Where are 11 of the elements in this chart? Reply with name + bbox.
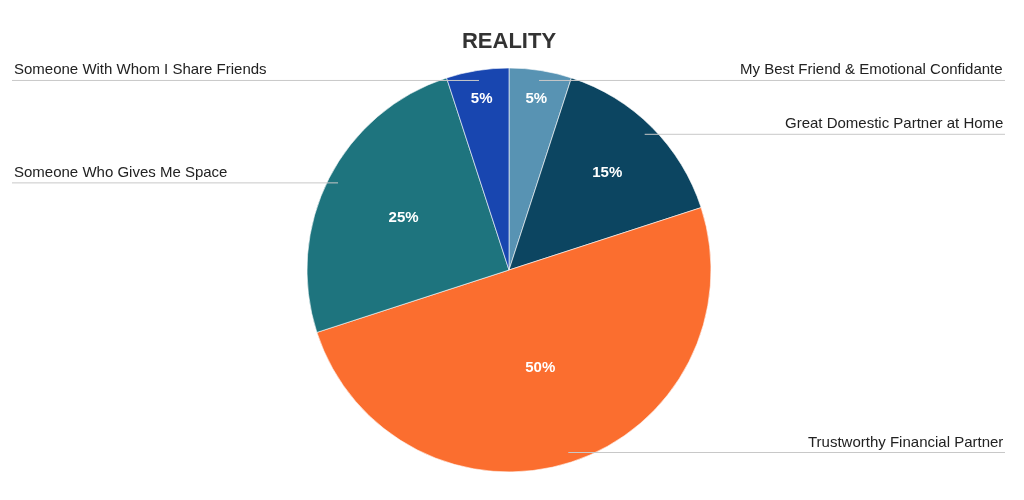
- slice-label: My Best Friend & Emotional Confidante: [740, 60, 1003, 77]
- data-label: 5%: [525, 88, 548, 106]
- data-label: 5%: [470, 88, 493, 106]
- slice-label: Trustworthy Financial Partner: [808, 433, 1004, 450]
- slice-label: Someone Who Gives Me Space: [14, 163, 228, 180]
- data-label: 15%: [592, 163, 623, 181]
- data-label: 25%: [388, 207, 419, 225]
- slice-label: Great Domestic Partner at Home: [785, 114, 1004, 131]
- slice-label: Someone With Whom I Share Friends: [14, 60, 267, 77]
- chart-title: REALITY: [461, 27, 557, 53]
- data-label: 50%: [525, 357, 556, 375]
